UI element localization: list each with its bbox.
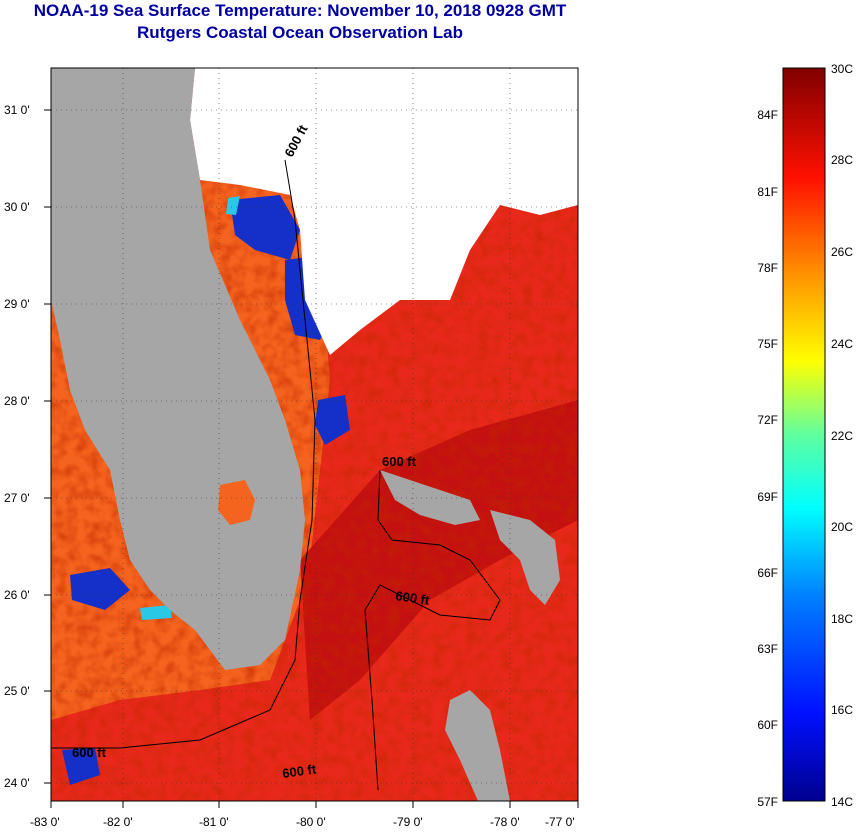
colorbar-celsius-labels: 30C 28C 26C 24C 22C 20C 18C 16C 14C [831,62,853,809]
cold-patch-northeast-florida [230,195,300,260]
map-subtitle: Rutgers Coastal Ocean Observation Lab [137,23,463,42]
colorbar-f-label: 57F [757,795,778,809]
cyan-rim-1 [226,196,240,215]
lon-tick-label: -77 0' [545,815,575,829]
colorbar-f-label: 81F [757,185,778,199]
lon-tick-label: -83 0' [30,815,60,829]
colorbar-f-label: 84F [757,108,778,122]
colorbar-f-label: 78F [757,261,778,275]
contour-label: 600 ft [395,588,431,608]
contour-label: 600 ft [281,761,317,781]
colorbar-c-label: 26C [831,245,853,259]
lat-tick-label: 24 0' [4,776,30,790]
colorbar-f-label: 60F [757,718,778,732]
lat-tick-label: 28 0' [4,394,30,408]
latitude-axis: 31 0' 30 0' 29 0' 28 0' 27 0' 26 0' 25 0… [4,103,51,790]
cloud-cover-north [190,68,578,355]
colorbar-c-label: 24C [831,337,853,351]
lon-tick-label: -82 0' [103,815,133,829]
lat-tick-label: 27 0' [4,491,30,505]
cold-patch-keys-west [62,748,100,785]
contour-label: 600 ft [382,454,417,469]
colorbar-c-label: 16C [831,703,853,717]
contour-600ft-florida [51,159,316,749]
graticule [51,68,578,801]
lat-tick-label: 25 0' [4,684,30,698]
lon-tick-label: -81 0' [199,815,229,829]
colorbar-f-label: 72F [757,413,778,427]
colorbar-c-label: 18C [831,612,853,626]
lat-tick-label: 31 0' [4,103,30,117]
colorbar-f-label: 75F [757,337,778,351]
colorbar-c-label: 30C [831,62,853,76]
abaco-land [490,510,560,605]
map-frame [50,67,579,802]
lat-tick-label: 26 0' [4,588,30,602]
colorbar-f-label: 66F [757,566,778,580]
lon-tick-label: -80 0' [296,815,326,829]
cold-patch-cape [315,395,350,445]
colorbar [782,67,826,802]
colorbar-c-label: 20C [831,520,853,534]
lon-tick-label: -79 0' [393,815,423,829]
cyan-rim-2 [140,605,172,620]
lat-tick-label: 30 0' [4,200,30,214]
colorbar-c-label: 22C [831,429,853,443]
sst-map [51,68,578,801]
colorbar-c-label: 14C [831,795,853,809]
cold-patch-gulf-south [70,568,130,610]
colorbar-f-label: 69F [757,490,778,504]
lake-okeechobee-warm [218,480,255,525]
andros-land [445,690,510,801]
contour-label: 600 ft [72,745,107,760]
colorbar-fahrenheit-labels: 84F 81F 78F 75F 72F 69F 66F 63F 60F 57F [757,108,778,809]
contour-600ft-bahamas [364,469,501,791]
map-title: NOAA-19 Sea Surface Temperature: Novembe… [33,1,567,20]
longitude-axis: -83 0' -82 0' -81 0' -80 0' -79 0' -78 0… [30,801,579,829]
grand-bahama-land [380,470,480,525]
lon-tick-label: -78 0' [490,815,520,829]
colorbar-c-label: 28C [831,153,853,167]
lat-tick-label: 29 0' [4,297,30,311]
colorbar-f-label: 63F [757,642,778,656]
